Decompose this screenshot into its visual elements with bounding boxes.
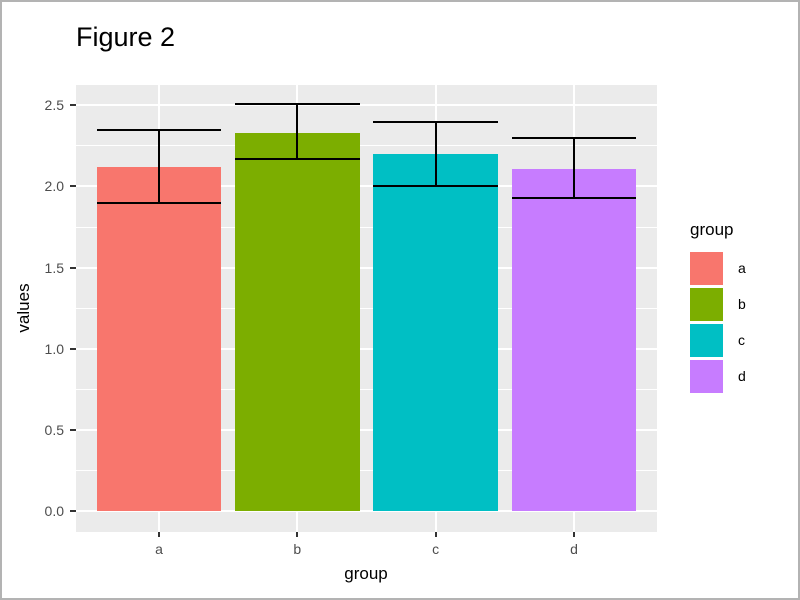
y-tick-label: 1.0 bbox=[44, 340, 64, 357]
major-gridline bbox=[76, 104, 657, 107]
x-tick-mark bbox=[158, 531, 160, 537]
x-tick-mark bbox=[434, 531, 437, 537]
x-tick-mark bbox=[296, 531, 299, 537]
legend-entries: a b c d bbox=[690, 252, 746, 393]
legend-key-c bbox=[690, 324, 723, 357]
legend-title: group bbox=[690, 220, 734, 239]
legend-label: d bbox=[738, 368, 746, 384]
legend: group a b c d bbox=[690, 220, 746, 396]
y-tick-label: 0.5 bbox=[44, 422, 64, 439]
major-gridline bbox=[76, 266, 657, 269]
legend-entry: a bbox=[690, 252, 746, 285]
x-tick-label: c bbox=[432, 541, 440, 557]
bar-a bbox=[96, 166, 222, 512]
legend-entry: d bbox=[690, 360, 746, 393]
error-bar-lower-cap bbox=[373, 185, 498, 188]
bar-b bbox=[235, 132, 360, 512]
error-bar-stem bbox=[434, 121, 437, 187]
minor-gridline bbox=[76, 307, 657, 309]
major-gridline bbox=[76, 429, 657, 432]
minor-gridline bbox=[76, 470, 657, 472]
x-tick-label: d bbox=[570, 541, 578, 557]
error-bar-lower-cap bbox=[96, 201, 222, 204]
y-axis-title: values bbox=[14, 283, 33, 333]
legend-key-b bbox=[690, 288, 723, 321]
x-axis-title: group bbox=[344, 564, 388, 583]
y-tick-mark bbox=[70, 185, 76, 188]
major-gridline bbox=[76, 347, 657, 350]
figure-title: Figure 2 bbox=[76, 22, 176, 52]
legend-label: b bbox=[738, 296, 746, 312]
y-tick-mark bbox=[70, 347, 76, 350]
error-bar-stem bbox=[573, 137, 575, 198]
legend-label: c bbox=[738, 332, 745, 348]
error-bar-stem bbox=[296, 103, 299, 159]
legend-entry: b bbox=[690, 288, 746, 321]
bar-c bbox=[373, 154, 498, 512]
legend-label: a bbox=[738, 260, 746, 276]
major-gridline bbox=[76, 185, 657, 188]
chart-panel bbox=[76, 85, 657, 532]
y-tick-mark bbox=[70, 104, 76, 107]
bar-d bbox=[511, 168, 637, 512]
legend-entry: c bbox=[690, 324, 745, 357]
minor-gridline bbox=[76, 145, 657, 147]
error-bar-lower-cap bbox=[235, 157, 360, 160]
minor-gridline bbox=[76, 388, 657, 390]
y-tick-mark bbox=[70, 429, 76, 432]
y-tick-label: 2.5 bbox=[44, 97, 64, 114]
minor-gridline bbox=[76, 226, 657, 228]
x-tick-label: a bbox=[155, 541, 163, 557]
error-bar-lower-cap bbox=[511, 196, 637, 199]
y-tick-mark bbox=[70, 266, 76, 269]
error-bar-stem bbox=[158, 129, 160, 203]
y-tick-label: 2.0 bbox=[44, 178, 64, 195]
major-gridline bbox=[76, 510, 657, 513]
x-tick-label: b bbox=[293, 541, 302, 557]
y-tick-label: 1.5 bbox=[44, 259, 64, 276]
x-tick-mark bbox=[573, 531, 575, 537]
legend-key-a bbox=[690, 252, 723, 285]
y-tick-label: 0.0 bbox=[44, 503, 64, 520]
y-tick-mark bbox=[70, 510, 76, 513]
legend-key-d bbox=[690, 360, 723, 393]
